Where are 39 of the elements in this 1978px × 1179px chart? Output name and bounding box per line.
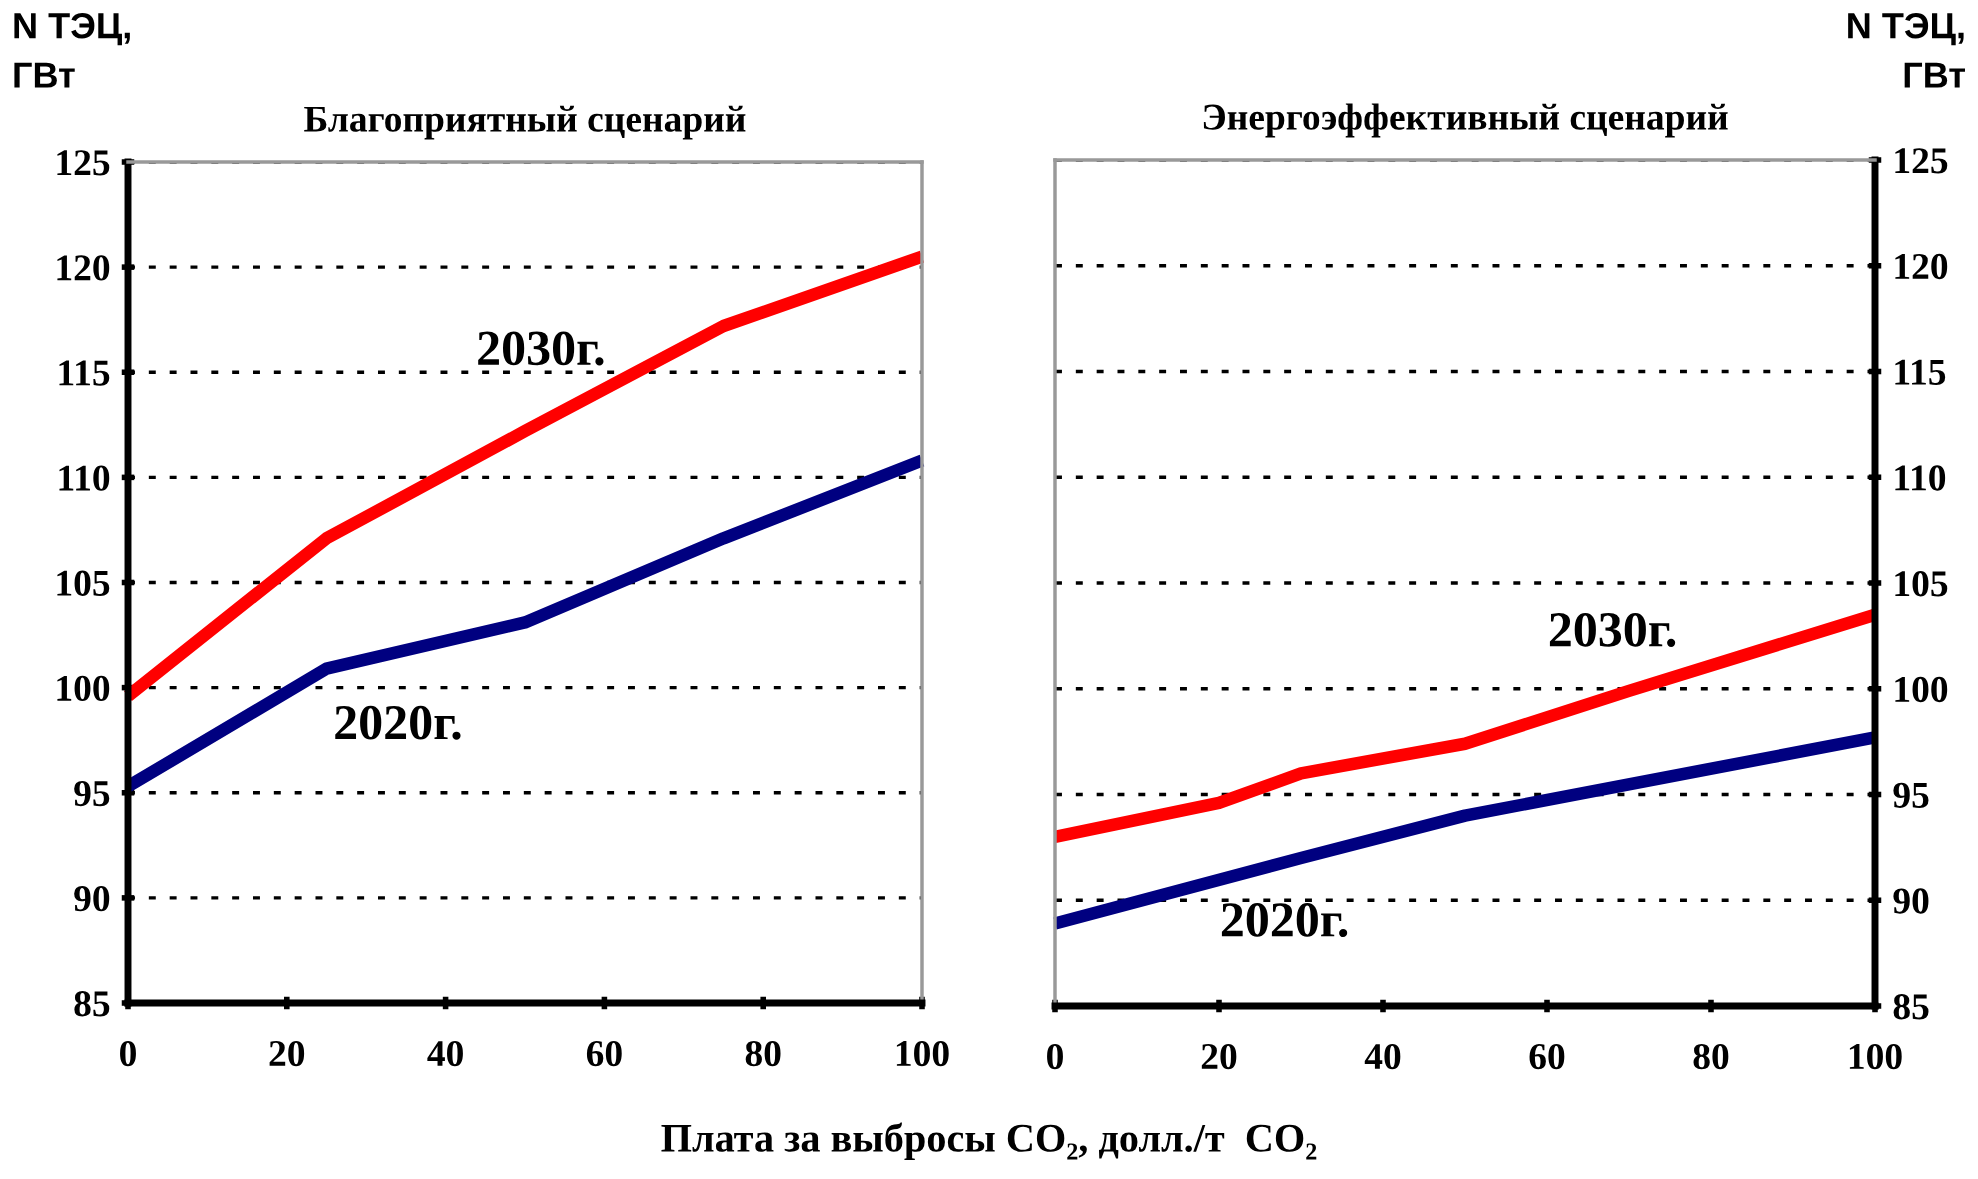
x-tick-label: 100 [896, 1040, 949, 1067]
x-tick-label: 100 [1849, 1043, 1902, 1070]
x-tick-label: 60 [1529, 1043, 1565, 1070]
chart-title: Энергоэффективный сценарий [1203, 103, 1728, 138]
y-tick-label: 100 [1895, 676, 1948, 703]
series-label: 2020г. [335, 705, 461, 740]
y-tick-label: 110 [59, 465, 110, 491]
y-axis-title: N ТЭЦ, ГВт [14, 12, 130, 88]
x-tick-label: 0 [120, 1040, 136, 1067]
series-label: 2020г. [1221, 903, 1348, 938]
x-tick-label: 80 [745, 1040, 781, 1067]
y-tick-label: 105 [1895, 571, 1948, 597]
x-axis-title: Плата за выбросы CO₂, долл./т CO₂ [661, 1122, 1317, 1160]
y-tick-label: 105 [57, 570, 110, 596]
y-tick-label: 95 [1893, 782, 1929, 808]
x-tick-label: 40 [427, 1040, 463, 1067]
y-tick-label: 110 [1895, 465, 1946, 491]
y-tick-label: 85 [1893, 994, 1929, 1020]
y-tick-label: 100 [57, 675, 110, 701]
x-tick-label: 20 [269, 1040, 305, 1067]
y-tick-label: 95 [74, 780, 110, 807]
series-label: 2030г. [478, 331, 604, 366]
y-tick-label: 115 [1895, 359, 1946, 385]
x-tick-label: 40 [1364, 1043, 1401, 1070]
y-tick-label: 85 [74, 991, 110, 1017]
y-tick-label: 115 [59, 360, 110, 386]
x-tick-label: 80 [1693, 1043, 1729, 1070]
y-tick-label: 125 [57, 150, 110, 176]
chart-title: Благоприятный сценарий [304, 105, 746, 140]
x-tick-label: 20 [1201, 1043, 1237, 1070]
y-tick-label: 90 [1893, 888, 1929, 914]
series-label: 2030г. [1549, 612, 1676, 647]
y-tick-label: 120 [1895, 253, 1948, 280]
y-axis-title: N ТЭЦ, ГВт [1848, 12, 1965, 88]
y-tick-label: 120 [57, 255, 110, 281]
x-tick-label: 0 [1047, 1043, 1063, 1070]
x-tick-label: 60 [586, 1040, 622, 1067]
y-tick-label: 90 [74, 885, 110, 912]
y-tick-label: 125 [1895, 148, 1948, 174]
